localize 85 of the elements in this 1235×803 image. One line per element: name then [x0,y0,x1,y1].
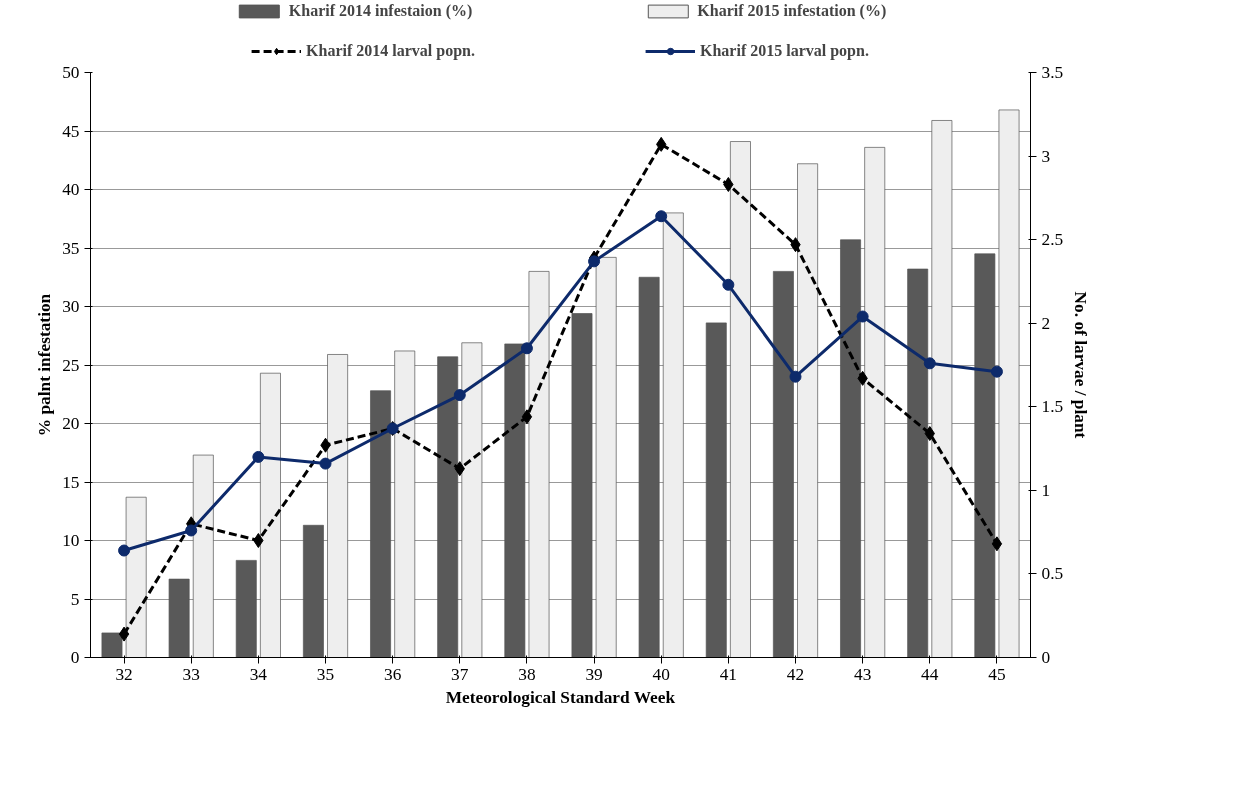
point [923,357,936,370]
x-tick-label: 44 [921,664,939,684]
y-axis-title: % palnt infestation [35,293,55,437]
bar [662,212,684,658]
y-tick-label: 50 [62,63,80,82]
bar [907,268,929,658]
y2-tick-label: 0 [1041,648,1051,667]
point [991,536,1003,552]
point [253,533,264,548]
bar [235,560,257,658]
bar [437,356,459,658]
point [453,389,466,402]
bar [125,496,147,658]
bar [931,120,953,658]
legend-label: Kharif 2015 infestation (%) [697,2,887,20]
bar [260,372,281,658]
point [520,342,533,355]
point [655,210,668,223]
bar [394,350,416,658]
y2-tick-label: 1.5 [1041,397,1064,417]
y2-tick-label: 0.5 [1041,564,1064,584]
y-tick-label: 20 [62,414,80,433]
bar [974,253,996,658]
x-tick-label: 41 [719,664,738,684]
y-tick-label: 15 [62,472,80,492]
point [990,365,1003,378]
y-tick-label: 45 [62,121,80,141]
legend-label: Kharif 2014 infestaion (%) [288,2,473,20]
bar [705,322,727,658]
bar [302,524,324,658]
bar [168,578,190,658]
bar [504,343,526,658]
bar [327,354,349,658]
bar [101,632,123,658]
point [521,409,533,425]
y-tick-label: 30 [62,297,80,316]
point [722,278,735,291]
y-tick-label: 40 [62,180,80,199]
y-tick-label: 5 [70,589,80,609]
x-tick-label: 45 [988,664,1006,684]
bar [638,276,660,658]
y2-tick-label: 3 [1041,146,1051,166]
point [185,524,198,537]
legend-label: Kharif 2014 larval popn. [306,42,475,60]
y-tick-label: 25 [62,355,80,375]
point [118,626,130,642]
y2-axis-title: No. of larvae / plant [1071,291,1091,439]
y-tick-label: 35 [62,238,80,258]
legend-label: Kharif 2015 larval popn. [700,42,869,60]
y2-tick-label: 1 [1041,480,1051,500]
x-tick-label: 33 [182,664,200,684]
bar [370,390,391,658]
point [856,310,869,323]
x-tick-label: 40 [652,664,670,684]
x-tick-label: 39 [585,664,603,684]
bar [461,342,483,658]
bar [595,257,617,658]
point [118,544,131,557]
bar [797,163,819,658]
bar [571,313,593,658]
point [252,450,265,463]
x-axis-title: Meteorological Standard Week [445,687,676,707]
point [588,255,601,268]
point [319,457,332,470]
x-tick-label: 36 [383,664,402,684]
y2-tick-label: 3.5 [1041,63,1064,82]
bar [528,271,550,658]
x-tick-label: 35 [316,664,335,684]
x-tick-label: 42 [786,664,805,684]
y2-tick-label: 2.5 [1041,230,1064,250]
x-tick-label: 38 [518,664,536,684]
bar [840,239,861,658]
x-tick-label: 32 [115,664,133,684]
point [789,370,802,383]
bar [998,109,1020,658]
bar [730,141,751,658]
bar [192,454,214,658]
x-tick-label: 34 [249,664,268,684]
y2-tick-label: 2 [1041,313,1051,333]
bar [772,271,794,658]
y-tick-label: 10 [62,531,80,550]
y-tick-label: 0 [70,648,80,667]
x-tick-label: 43 [853,664,872,684]
bar [864,147,886,658]
x-tick-label: 37 [451,664,469,684]
